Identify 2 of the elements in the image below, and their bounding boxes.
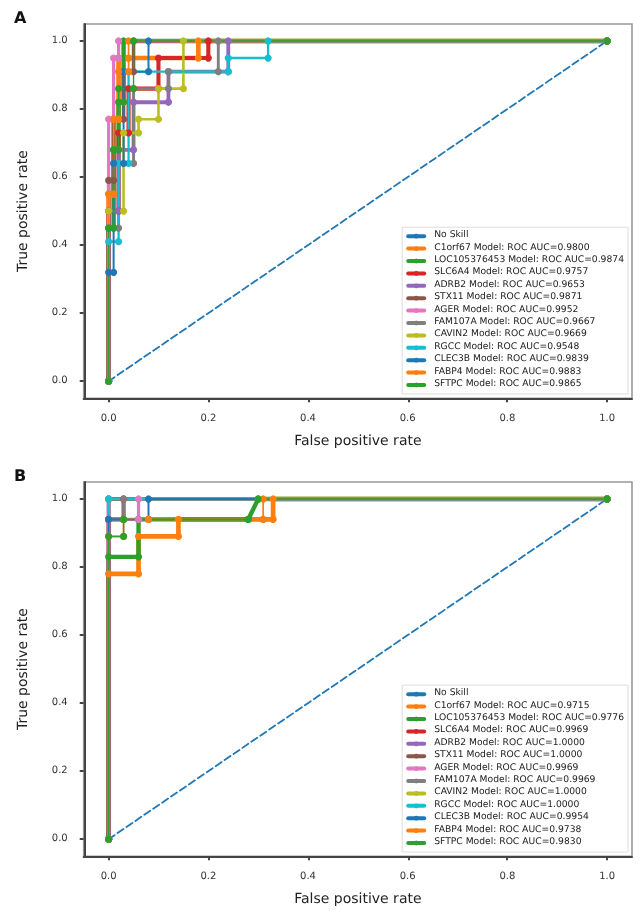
chart-title: A — [14, 9, 28, 27]
chart-title: B — [14, 467, 27, 485]
